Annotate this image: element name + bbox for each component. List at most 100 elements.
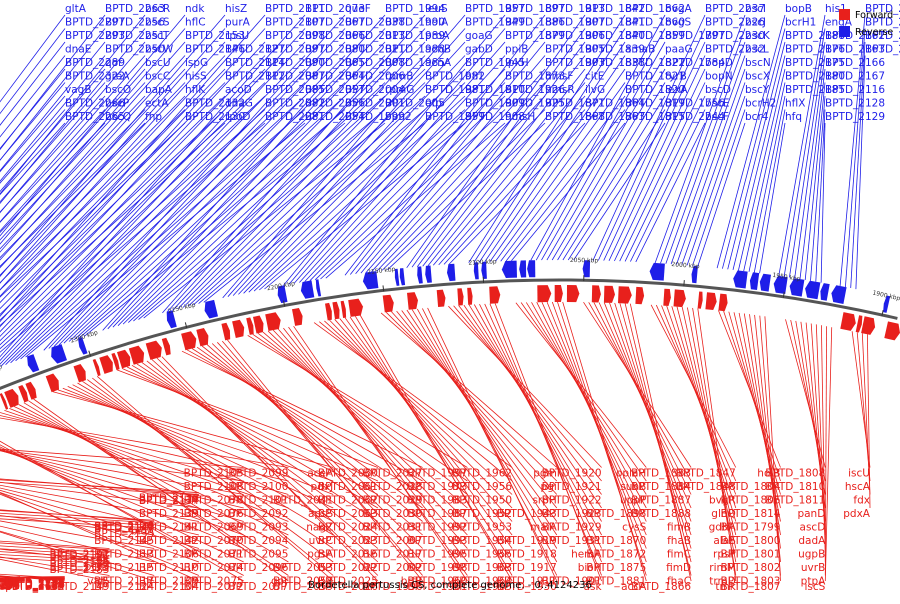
forward-gene-feature: [489, 286, 500, 303]
forward-gene-label: BPTD_1814: [720, 508, 780, 520]
reverse-gene-feature: [316, 279, 321, 296]
reverse-gene-label: hmsR: [545, 84, 575, 96]
forward-gene-label: ascD: [800, 522, 826, 534]
forward-gene-label: fimB: [667, 522, 691, 534]
forward-gene-feature: [457, 288, 463, 305]
kbp-tick-label: 2050 kbp: [570, 257, 599, 264]
forward-gene-label: BPTD_1917: [497, 562, 557, 574]
forward-gene-label: uvrB: [801, 562, 825, 574]
forward-gene-feature: [341, 301, 347, 318]
reverse-gene-feature: [733, 270, 748, 288]
forward-gene-feature: [196, 328, 208, 346]
forward-gene-label: BPTD_1802: [720, 562, 780, 574]
reverse-gene-label: citE: [585, 71, 604, 83]
reverse-gene-label: proA: [425, 30, 450, 42]
kbp-tick-label: 2150 kbp: [367, 266, 396, 276]
reverse-gene-label: bscK: [745, 30, 771, 42]
reverse-gene-label: fhp: [145, 111, 162, 123]
forward-gene-feature: [555, 285, 563, 302]
forward-gene-feature: [674, 289, 686, 307]
forward-gene-label: BPTD_2099: [228, 468, 288, 480]
forward-gene-label: BPTD_1920: [542, 468, 602, 480]
reverse-gene-label: bscL: [745, 44, 769, 56]
forward-gene-label: BPTD_1956: [452, 481, 512, 493]
reverse-gene-feature: [820, 283, 829, 301]
forward-gene-feature: [46, 374, 59, 393]
reverse-gene-label: ndk: [185, 3, 205, 15]
gene-labels: gltABPTD_2297BPTD_2293dnaEBPTD_2289BPTD_…: [0, 3, 900, 593]
reverse-gene-label: bvgA: [665, 3, 693, 15]
forward-gene-label: BPTD_1921: [542, 481, 602, 493]
forward-gene-label: BPTD_1801: [720, 549, 780, 561]
forward-gene-label: fimC: [667, 549, 691, 561]
reverse-gene-feature: [527, 260, 535, 277]
reverse-gene-label: hisS: [185, 71, 207, 83]
reverse-gene-label: bscD: [705, 84, 731, 96]
forward-gene-label: BPTD_1808: [765, 468, 825, 480]
forward-gene-feature: [537, 285, 551, 302]
forward-gene-feature: [129, 346, 144, 365]
forward-gene-feature: [221, 323, 230, 341]
reverse-gene-feature: [447, 264, 456, 281]
reverse-gene-feature: [519, 260, 526, 277]
reverse-gene-feature: [425, 266, 432, 283]
forward-gene-label: BPTD_1887: [631, 495, 691, 507]
forward-gene-label: BPTD_1918: [497, 549, 557, 561]
reverse-gene-label: bscI: [745, 3, 766, 15]
map-title: Bordetella pertussis CS, complete genome…: [308, 580, 592, 591]
reverse-gene-label: efp: [425, 98, 442, 110]
reverse-gene-label: greA: [105, 71, 130, 83]
forward-gene-label: pdxA: [843, 508, 871, 520]
kbp-tick-label: 2300 kbp: [70, 329, 99, 345]
reverse-gene-label: hflX: [785, 98, 805, 110]
forward-gene-feature: [705, 292, 716, 310]
forward-gene-feature: [99, 355, 113, 374]
forward-gene-feature: [437, 290, 446, 307]
reverse-gene-label: purA: [225, 17, 251, 29]
reverse-gene-label: bscR: [145, 3, 170, 15]
reverse-gene-label: bcrH1: [785, 17, 816, 29]
reverse-gene-feature: [760, 274, 771, 292]
forward-gene-label: BPTD_1953: [452, 522, 512, 534]
forward-gene-label: BPTD_1810: [765, 481, 825, 493]
reverse-gene-label: lpxH: [505, 57, 529, 69]
forward-gene-label: BPTD_2094: [228, 535, 288, 547]
forward-gene-label: cysS: [622, 522, 646, 534]
forward-gene-feature: [840, 312, 856, 331]
forward-gene-feature: [604, 286, 615, 303]
reverse-gene-feature: [205, 300, 218, 319]
reverse-gene-label: bscO: [105, 84, 131, 96]
reverse-gene-label: lexA: [665, 84, 688, 96]
forward-gene-feature: [884, 321, 900, 340]
reverse-gene-label: bscC: [145, 71, 170, 83]
forward-gene-feature: [856, 315, 863, 332]
reverse-gene-feature: [650, 263, 665, 281]
reverse-gene-label: BPTD_2116: [825, 84, 885, 96]
reverse-gene-feature: [400, 268, 405, 285]
reverse-gene-label: bscT: [145, 30, 170, 42]
reverse-gene-label: holA: [425, 17, 449, 29]
forward-label-connector: [319, 322, 512, 481]
reverse-gene-label: bscS: [145, 17, 170, 29]
reverse-gene-feature: [301, 280, 314, 298]
forward-gene-feature: [861, 316, 875, 335]
reverse-gene-label: BPTD_2167: [825, 71, 885, 83]
forward-gene-feature: [718, 294, 727, 312]
reverse-gene-label: bscN: [745, 57, 771, 69]
reverse-gene-label: bph2: [385, 111, 412, 123]
reverse-gene-label: bscW: [145, 44, 174, 56]
legend-reverse-swatch: [839, 26, 850, 37]
reverse-gene-label: bscP: [105, 98, 129, 110]
forward-gene-label: BPTD_1872: [586, 549, 646, 561]
reverse-gene-label: hmsF: [545, 71, 573, 83]
reverse-gene-label: rpmG: [385, 84, 414, 96]
reverse-gene-feature: [417, 266, 423, 283]
reverse-gene-label: goaG: [465, 30, 493, 42]
reverse-gene-label: bscJ: [745, 17, 766, 29]
forward-gene-label: BPTD_1811: [765, 495, 825, 507]
forward-gene-label: BPTD_2095: [228, 549, 288, 561]
forward-gene-label: BPTD_1875: [586, 562, 646, 574]
forward-label-connector: [724, 311, 781, 481]
